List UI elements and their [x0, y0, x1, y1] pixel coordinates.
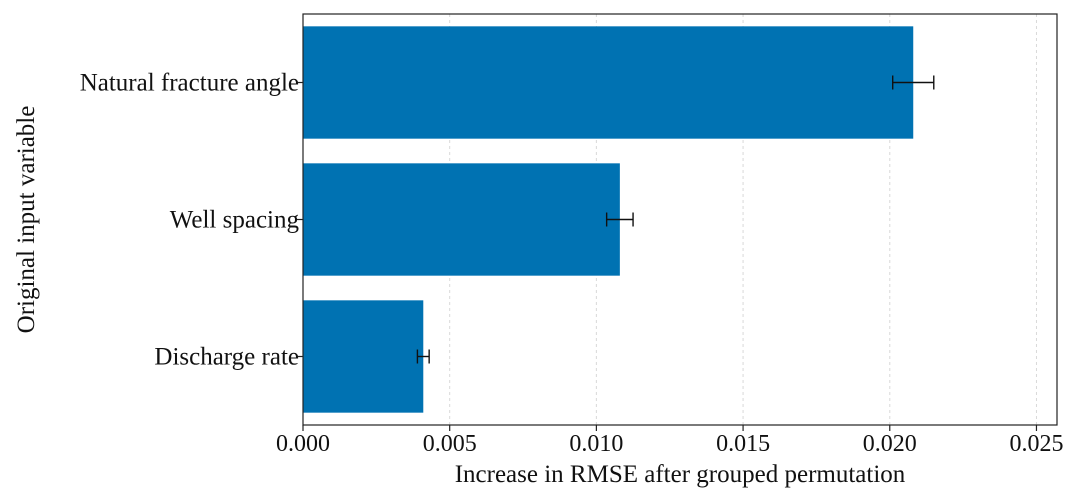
x-tick-label: 0.015 [716, 431, 770, 457]
x-tick-label: 0.005 [423, 431, 477, 457]
bar-layer [303, 26, 914, 413]
category-label: Well spacing [170, 207, 300, 234]
x-tick-label: 0.010 [569, 431, 623, 457]
category-label: Discharge rate [154, 344, 299, 371]
category-label: Natural fracture angle [80, 70, 299, 97]
category-label-layer: Natural fracture angle Well spacing Discha… [80, 70, 300, 371]
x-axis-title: Increase in RMSE after grouped permutati… [455, 461, 906, 488]
error-bar-layer [416, 75, 935, 364]
bar [303, 26, 914, 139]
x-tick-label: 0.025 [1009, 431, 1063, 457]
bar [303, 300, 424, 413]
tick-layer: 0.000 0.005 0.010 0.015 0.020 0.025 [276, 81, 1063, 457]
x-tick-label: 0.000 [276, 431, 330, 457]
x-tick-label: 0.020 [863, 431, 917, 457]
bar [303, 163, 620, 276]
y-axis-title: Original input variable [13, 106, 40, 334]
